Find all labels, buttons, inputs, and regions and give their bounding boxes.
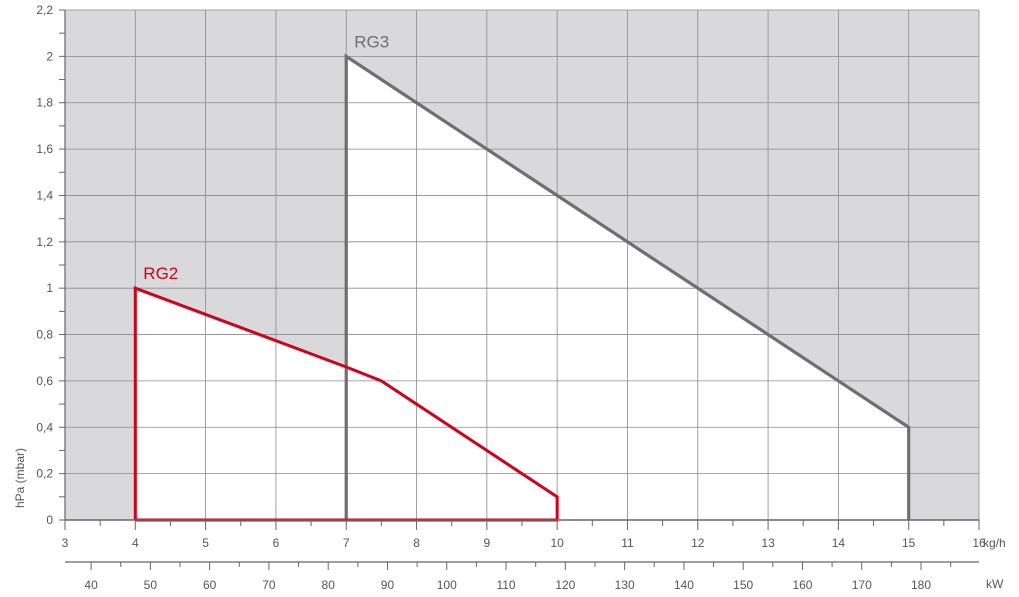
x-tick-label: 16	[972, 536, 986, 550]
x-axis-unit: kg/h	[983, 536, 1006, 550]
y-tick-label: 1	[46, 281, 53, 295]
y-axis-label: hPa (mbar)	[13, 448, 27, 508]
y-tick-label: 1,2	[36, 235, 53, 249]
x-tick-label: 10	[550, 536, 564, 550]
tick-labels: 0 0,2 0,4 0,6 0,8 1 1,2 1,4 1,6 1,8 2 2,2 3 4 5 6 7 8 9 10 1…	[36, 3, 986, 592]
y-tick-label: 0,8	[36, 328, 53, 342]
x-tick-label: 4	[132, 536, 139, 550]
secondary-tick-label: 150	[733, 578, 753, 592]
x-tick-label: 7	[343, 536, 350, 550]
secondary-tick-label: 130	[615, 578, 635, 592]
secondary-tick-label: 110	[496, 578, 515, 592]
y-tick-label: 0,4	[36, 420, 53, 434]
y-tick-label: 0,2	[36, 467, 53, 481]
y-tick-label: 1,6	[36, 142, 53, 156]
y-tick-label: 2,2	[36, 3, 53, 17]
x-tick-label: 6	[273, 536, 280, 550]
y-tick-label: 2	[46, 49, 53, 63]
secondary-tick-label: 40	[84, 578, 98, 592]
secondary-axis-unit: kW	[986, 577, 1004, 591]
secondary-tick-label: 100	[437, 578, 457, 592]
series-label-rg2: RG2	[143, 264, 178, 283]
y-tick-label: 1,4	[36, 188, 53, 202]
secondary-tick-label: 140	[674, 578, 694, 592]
secondary-tick-label: 160	[792, 578, 812, 592]
x-tick-label: 9	[484, 536, 491, 550]
secondary-tick-label: 120	[555, 578, 575, 592]
y-tick-label: 0,6	[36, 374, 53, 388]
x-tick-label: 15	[902, 536, 916, 550]
secondary-tick-label: 50	[144, 578, 158, 592]
grid-lines	[64, 9, 980, 521]
x-tick-label: 3	[62, 536, 69, 550]
y-tick-label: 0	[46, 513, 53, 527]
x-tick-label: 8	[413, 536, 420, 550]
secondary-tick-label: 60	[203, 578, 217, 592]
x-tick-label: 11	[621, 536, 634, 550]
x-tick-label: 14	[832, 536, 846, 550]
series-label-rg3: RG3	[354, 32, 389, 51]
axes	[59, 9, 980, 570]
x-tick-label: 5	[202, 536, 209, 550]
x-tick-label: 13	[761, 536, 775, 550]
secondary-tick-label: 80	[322, 578, 336, 592]
secondary-tick-label: 90	[381, 578, 395, 592]
secondary-tick-label: 170	[852, 578, 872, 592]
secondary-tick-label: 180	[911, 578, 931, 592]
y-tick-label: 1,8	[36, 96, 53, 110]
series-line-rg3	[344, 53, 911, 520]
x-tick-label: 12	[691, 536, 705, 550]
secondary-tick-label: 70	[262, 578, 276, 592]
